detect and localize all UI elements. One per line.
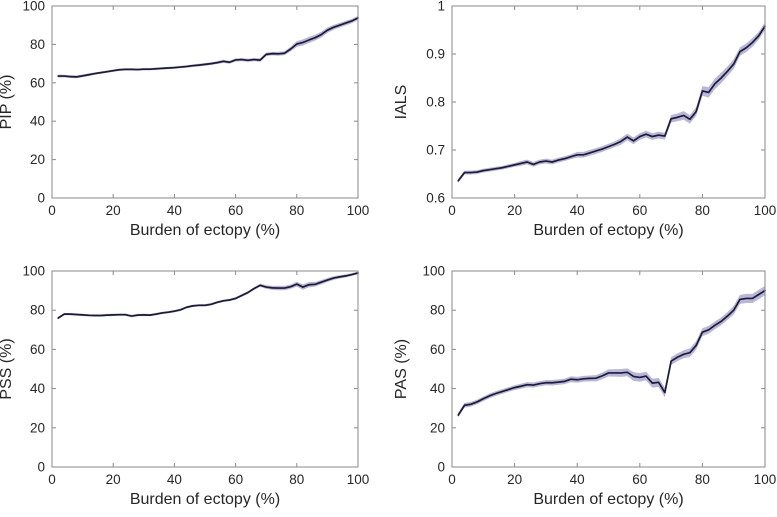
y-tick-label: 60 [30, 342, 45, 357]
y-tick-label: 20 [30, 420, 45, 435]
x-axis-label: Burden of ectopy (%) [130, 222, 280, 239]
x-tick-label: 0 [48, 472, 56, 487]
y-tick-label: 20 [430, 420, 445, 435]
y-tick-label: 80 [430, 303, 445, 318]
x-tick-label: 0 [448, 203, 456, 218]
x-tick-label: 20 [507, 472, 522, 487]
y-tick-label: 1 [437, 0, 445, 14]
chart-panel-pip: 0 20 40 60 80 100 0 20 40 60 80 100 Burden of ectopy… [0, 0, 370, 239]
x-tick-label: 40 [167, 203, 182, 218]
y-tick-label: 80 [30, 37, 45, 52]
x-tick-label: 60 [228, 203, 243, 218]
x-axis-label: Burden of ectopy (%) [130, 491, 280, 508]
y-tick-label: 80 [30, 303, 45, 318]
y-tick-label: 0.6 [426, 191, 445, 206]
y-tick-label: 20 [30, 152, 45, 167]
x-tick-label: 60 [228, 472, 243, 487]
y-tick-label: 100 [22, 0, 45, 14]
pss-confidence-band [58, 271, 359, 320]
y-axis-label: IALS [393, 85, 410, 120]
x-tick-label: 100 [754, 203, 777, 218]
x-tick-label: 80 [695, 203, 710, 218]
x-tick-label: 20 [106, 472, 121, 487]
y-axis-label: PSS (%) [0, 338, 15, 399]
x-tick-label: 80 [289, 472, 304, 487]
y-tick-label: 100 [422, 264, 445, 279]
y-tick-label: 100 [22, 264, 45, 279]
pas-line [457, 289, 766, 416]
y-tick-label: 0.9 [426, 47, 445, 62]
y-tick-label: 40 [30, 114, 45, 129]
y-tick-label: 40 [430, 381, 445, 396]
x-tick-label: 60 [632, 203, 647, 218]
x-tick-label: 40 [167, 472, 182, 487]
chart-panel-pss: 0 20 40 60 80 100 0 20 40 60 80 100 Burden of ectopy… [0, 264, 370, 509]
chart-panel-ials: 0 20 40 60 80 100 0.6 0.7 0.8 0.9 1 Burden of ectop… [393, 0, 777, 239]
ials-line [457, 25, 766, 182]
y-tick-label: 0 [437, 460, 445, 475]
y-axis-label: PAS (%) [393, 339, 410, 399]
y-tick-label: 60 [30, 75, 45, 90]
x-tick-label: 20 [507, 203, 522, 218]
x-tick-label: 100 [347, 472, 370, 487]
x-tick-label: 100 [754, 472, 777, 487]
x-tick-label: 0 [448, 472, 456, 487]
plot-box [51, 5, 359, 199]
plot-box [451, 270, 766, 468]
x-tick-label: 0 [48, 203, 56, 218]
x-tick-label: 60 [632, 472, 647, 487]
y-tick-label: 60 [430, 342, 445, 357]
chart-panel-pas: 0 20 40 60 80 100 0 20 40 60 80 100 Burden of ectopy… [393, 264, 777, 509]
x-tick-label: 80 [695, 472, 710, 487]
pip-confidence-band [58, 15, 359, 79]
ials-confidence-band [458, 22, 765, 183]
x-axis-label: Burden of ectopy (%) [533, 222, 683, 239]
x-tick-label: 100 [347, 203, 370, 218]
pss-line [57, 272, 359, 319]
x-tick-label: 80 [289, 203, 304, 218]
y-tick-label: 0 [37, 191, 45, 206]
x-tick-label: 20 [106, 203, 121, 218]
y-tick-label: 0 [37, 460, 45, 475]
pas-confidence-band [458, 285, 765, 418]
pip-line [57, 17, 359, 78]
plot-box [51, 270, 359, 468]
x-axis-label: Burden of ectopy (%) [533, 491, 683, 508]
x-tick-label: 40 [570, 203, 585, 218]
y-tick-label: 0.7 [426, 143, 445, 158]
y-tick-label: 40 [30, 381, 45, 396]
y-tick-label: 0.8 [426, 95, 445, 110]
x-tick-label: 40 [570, 472, 585, 487]
y-axis-label: PIP (%) [0, 75, 15, 130]
